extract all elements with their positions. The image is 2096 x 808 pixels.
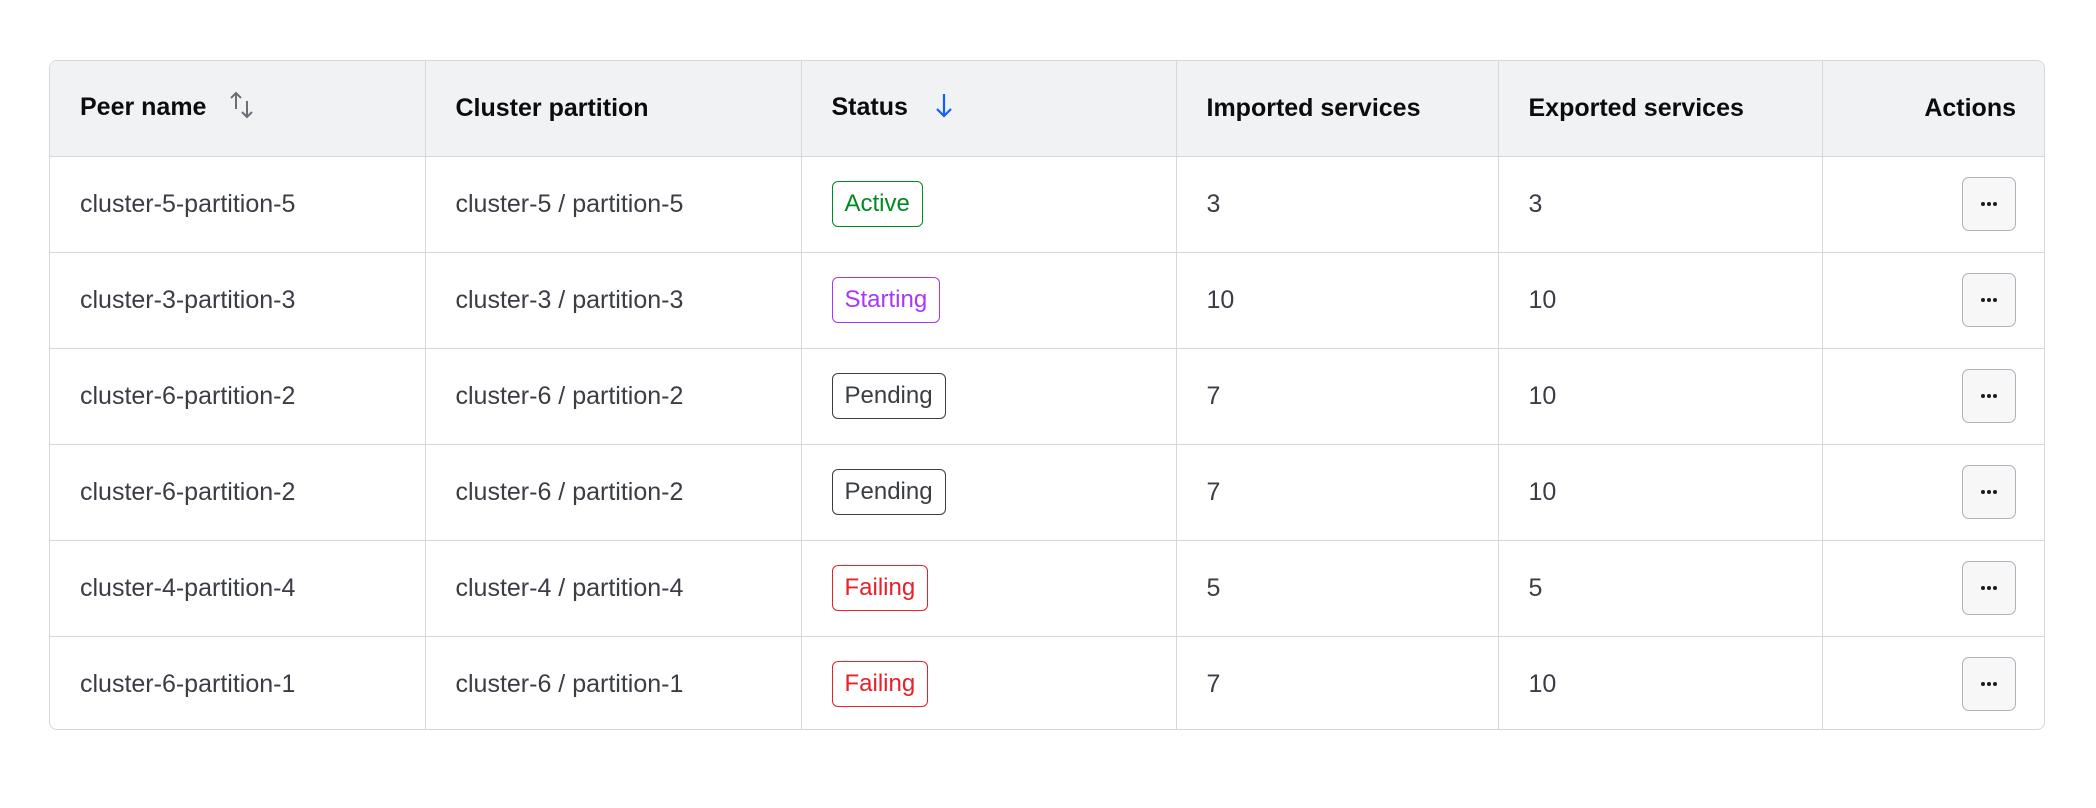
exported-services-cell: 10 (1498, 636, 1823, 729)
peer-name-cell: cluster-6-partition-1 (50, 636, 426, 729)
exported-services-cell: 5 (1498, 540, 1823, 637)
more-horizontal-icon (1981, 586, 1997, 590)
status-cell: Failing (801, 540, 1177, 637)
row-actions-button[interactable] (1962, 273, 2016, 327)
table-row: cluster-6-partition-2 cluster-6 / partit… (50, 444, 2044, 541)
actions-cell (1822, 636, 2044, 729)
peer-name-cell: cluster-5-partition-5 (50, 156, 426, 253)
header-label: Status (831, 92, 908, 121)
header-status[interactable]: Status (801, 61, 1177, 157)
actions-cell (1822, 156, 2044, 253)
peer-name-cell: cluster-6-partition-2 (50, 348, 426, 445)
header-peer-name[interactable]: Peer name (50, 61, 426, 157)
actions-cell (1822, 444, 2044, 541)
status-badge: Pending (831, 469, 946, 515)
peers-table: Peer name Cluster partition Status Impor… (49, 60, 2045, 730)
status-badge: Starting (831, 277, 941, 323)
header-imported-services: Imported services (1176, 61, 1499, 157)
status-cell: Failing (801, 636, 1177, 729)
header-cluster-partition: Cluster partition (425, 61, 802, 157)
table-header-row: Peer name Cluster partition Status Impor… (50, 61, 2044, 157)
status-badge: Failing (831, 661, 929, 708)
header-exported-services: Exported services (1498, 61, 1823, 157)
more-horizontal-icon (1981, 298, 1997, 302)
cluster-partition-cell: cluster-6 / partition-2 (425, 348, 802, 445)
row-actions-button[interactable] (1962, 657, 2016, 712)
imported-services-cell: 3 (1176, 156, 1499, 253)
status-cell: Active (801, 156, 1177, 253)
header-label: Peer name (80, 92, 207, 121)
status-cell: Pending (801, 348, 1177, 445)
more-horizontal-icon (1981, 202, 1997, 206)
imported-services-cell: 7 (1176, 444, 1499, 541)
sort-unsorted-icon[interactable] (228, 89, 256, 128)
cluster-partition-cell: cluster-6 / partition-2 (425, 444, 802, 541)
status-badge: Pending (831, 373, 946, 419)
header-actions: Actions (1822, 61, 2044, 157)
peer-name-cell: cluster-4-partition-4 (50, 540, 426, 637)
table-row: cluster-3-partition-3 cluster-3 / partit… (50, 252, 2044, 349)
exported-services-cell: 10 (1498, 252, 1823, 349)
status-badge: Failing (831, 565, 929, 611)
more-horizontal-icon (1981, 490, 1997, 494)
status-cell: Pending (801, 444, 1177, 541)
exported-services-cell: 3 (1498, 156, 1823, 253)
exported-services-cell: 10 (1498, 444, 1823, 541)
more-horizontal-icon (1981, 394, 1997, 398)
actions-cell (1822, 540, 2044, 637)
cluster-partition-cell: cluster-4 / partition-4 (425, 540, 802, 637)
cluster-partition-cell: cluster-6 / partition-1 (425, 636, 802, 729)
exported-services-cell: 10 (1498, 348, 1823, 445)
status-badge: Active (831, 181, 923, 227)
imported-services-cell: 5 (1176, 540, 1499, 637)
table-row: cluster-6-partition-1 cluster-6 / partit… (50, 636, 2044, 729)
imported-services-cell: 7 (1176, 636, 1499, 729)
row-actions-button[interactable] (1962, 465, 2016, 519)
peer-name-cell: cluster-6-partition-2 (50, 444, 426, 541)
imported-services-cell: 10 (1176, 252, 1499, 349)
table-row: cluster-6-partition-2 cluster-6 / partit… (50, 348, 2044, 445)
actions-cell (1822, 348, 2044, 445)
more-horizontal-icon (1981, 682, 1997, 687)
row-actions-button[interactable] (1962, 369, 2016, 423)
peer-name-cell: cluster-3-partition-3 (50, 252, 426, 349)
status-cell: Starting (801, 252, 1177, 349)
imported-services-cell: 7 (1176, 348, 1499, 445)
cluster-partition-cell: cluster-3 / partition-3 (425, 252, 802, 349)
row-actions-button[interactable] (1962, 177, 2016, 231)
cluster-partition-cell: cluster-5 / partition-5 (425, 156, 802, 253)
table-row: cluster-5-partition-5 cluster-5 / partit… (50, 156, 2044, 253)
actions-cell (1822, 252, 2044, 349)
row-actions-button[interactable] (1962, 561, 2016, 615)
table-row: cluster-4-partition-4 cluster-4 / partit… (50, 540, 2044, 637)
sort-descending-icon[interactable] (930, 89, 958, 128)
